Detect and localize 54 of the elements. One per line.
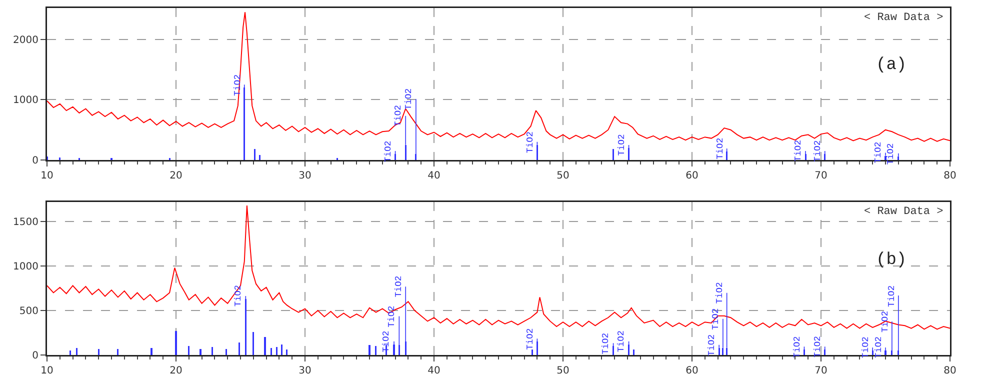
annotation: TiO2 [874,142,884,164]
x-tick-label: 80 [944,366,956,376]
annotation: TiO2 [404,88,414,110]
x-tick-label: 40 [428,170,440,182]
annotation: TiO2 [234,285,244,307]
annotation: TiO2 [383,140,394,162]
x-tick-label: 70 [814,170,828,182]
annotation: TiO2 [714,282,725,304]
annotation: (b) [876,251,907,270]
x-tick-label: 10 [40,366,54,376]
x-tick-label: 80 [944,170,956,182]
annotation: TiO2 [601,332,612,354]
x-tick-label: 20 [170,366,182,376]
annotation: TiO2 [792,336,803,358]
y-tick-label: 500 [19,306,38,318]
x-tick-label: 60 [686,170,698,182]
annotation: TiO2 [616,134,627,156]
annotation: TiO2 [382,330,392,352]
y-tick-label: 0 [32,350,38,362]
y-tick-label: 1000 [13,262,38,273]
y-tick-label: 1500 [13,217,38,228]
x-tick-label: 50 [556,170,570,182]
annotation: < Raw Data > [864,12,944,24]
annotation: TiO2 [707,334,718,356]
annotation: TiO2 [715,138,726,160]
y-tick-label: 2000 [13,34,38,46]
y-tick-label: 0 [32,156,38,166]
annotation: < Raw Data > [864,206,944,218]
annotation: TiO2 [886,143,896,165]
annotation: TiO2 [232,74,243,96]
x-tick-label: 70 [814,366,828,376]
x-tick-label: 10 [40,170,54,182]
annotation: TiO2 [616,330,626,352]
x-tick-label: 60 [686,366,698,376]
x-tick-label: 30 [298,170,312,182]
annotation: TiO2 [525,132,536,154]
annotation: TiO2 [886,285,897,307]
annotation: TiO2 [794,140,804,162]
x-tick-label: 30 [298,366,312,376]
annotation: TiO2 [394,276,404,298]
annotation: TiO2 [526,328,536,350]
annotation: TiO2 [386,306,397,328]
annotation: TiO2 [394,104,404,127]
annotation: TiO2 [812,140,823,162]
annotation: TiO2 [874,336,884,358]
x-tick-label: 20 [170,170,182,182]
y-tick-label: 1000 [13,95,38,106]
annotation: TiO2 [880,310,890,332]
x-tick-label: 40 [428,366,440,376]
annotation: TiO2 [813,336,824,358]
annotation: TiO2 [711,308,722,330]
x-tick-label: 50 [556,366,570,376]
annotation: TiO2 [861,336,872,358]
annotation: (a) [876,56,907,75]
